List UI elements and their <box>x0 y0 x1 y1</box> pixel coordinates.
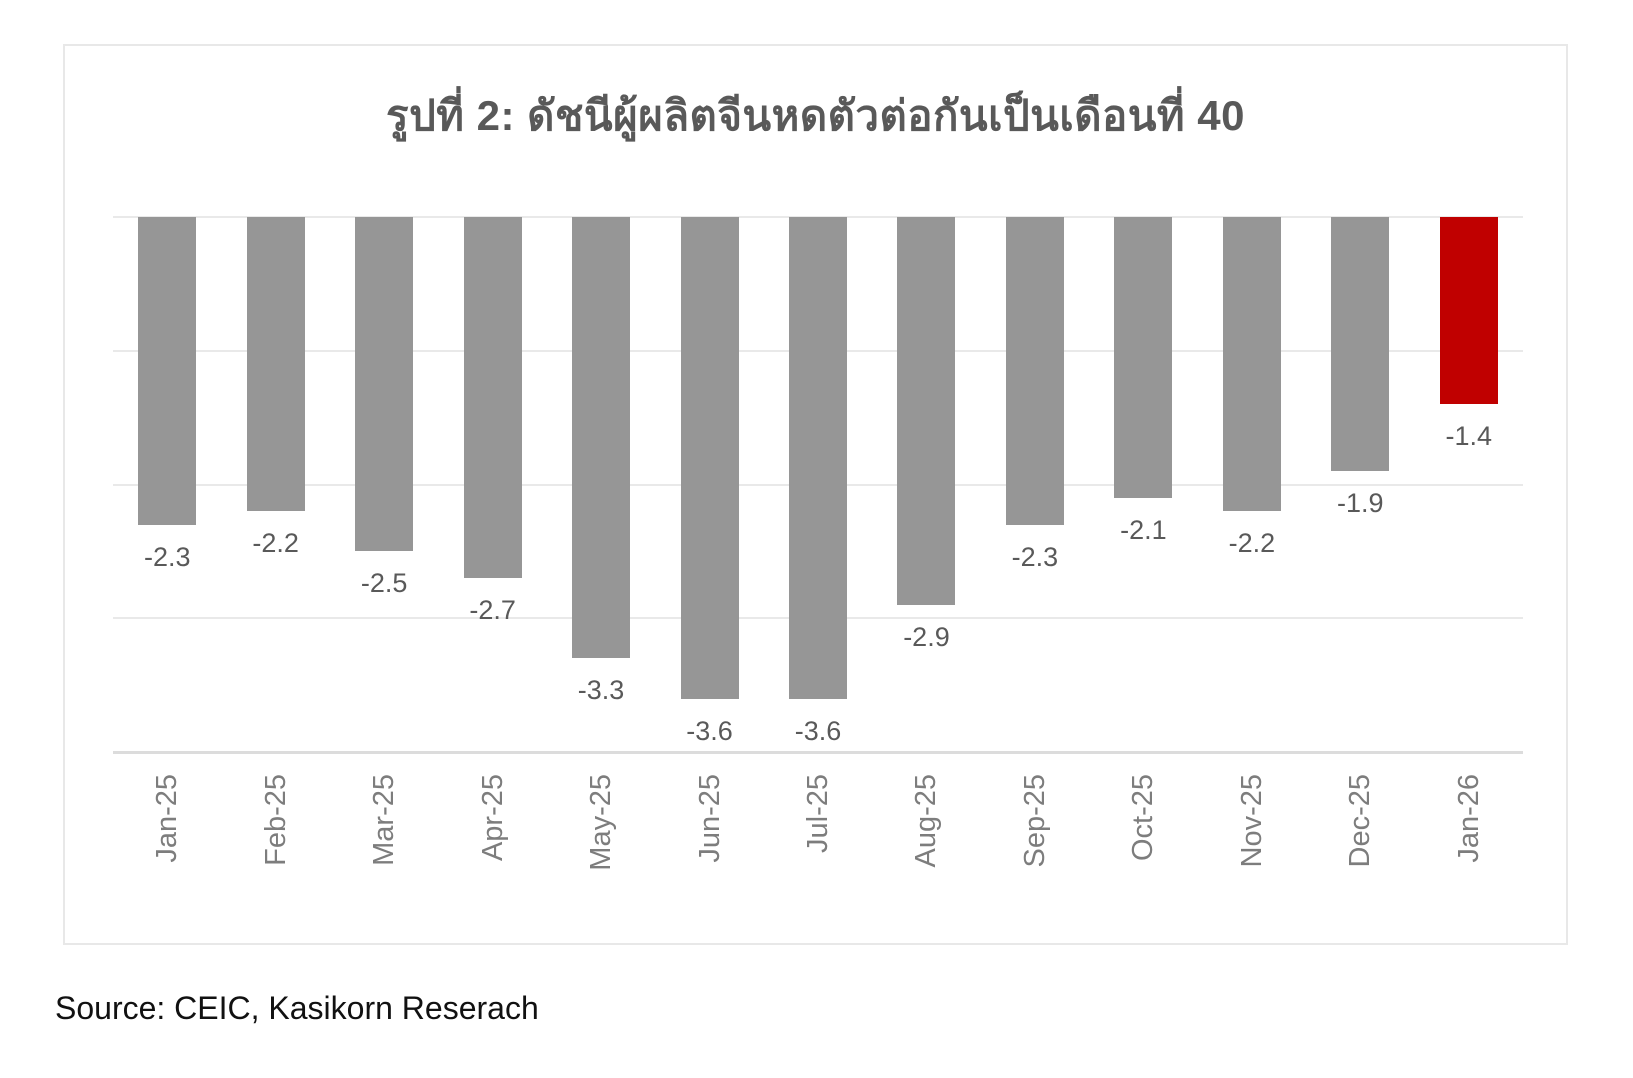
value-label-Aug-25: -2.9 <box>903 621 950 652</box>
value-label-Jan-26: -1.4 <box>1445 421 1493 452</box>
x-axis-label-Mar-25: Mar-25 <box>368 774 401 866</box>
bar-Oct-25 <box>1114 217 1173 498</box>
plot-area: -2.3 Jan-25 -2.2 Feb-25 -2.5 Mar-25 -2.7 Apr-25… <box>65 46 1566 943</box>
x-axis-label-Sep-25: Sep-25 <box>1018 774 1051 868</box>
value-label-Nov-25: -2.2 <box>1228 528 1276 559</box>
x-axis-label-Jun-25: Jun-25 <box>693 774 726 863</box>
value-label-Sep-25: -2.3 <box>1011 541 1059 572</box>
x-axis-label-Apr-25: Apr-25 <box>476 774 509 862</box>
bar-Jan-25 <box>138 217 197 525</box>
x-axis-label-May-25: May-25 <box>585 774 618 871</box>
value-label-May-25: -3.3 <box>577 675 625 706</box>
bar-Dec-25 <box>1331 217 1390 472</box>
x-axis-label-Aug-25: Aug-25 <box>910 774 943 868</box>
x-axis-label-Jan-26: Jan-26 <box>1452 774 1485 863</box>
x-axis-label-Dec-25: Dec-25 <box>1344 774 1377 868</box>
value-label-Dec-25: -1.9 <box>1337 488 1384 519</box>
bar-Jan-26 <box>1439 217 1498 405</box>
x-axis-line <box>113 751 1523 754</box>
x-axis-label-Jan-25: Jan-25 <box>151 774 184 863</box>
bar-Sep-25 <box>1005 217 1064 525</box>
bar-Jun-25 <box>680 217 739 699</box>
value-label-Jan-25: -2.3 <box>143 541 191 572</box>
bar-May-25 <box>572 217 631 659</box>
value-label-Feb-25: -2.2 <box>252 528 299 559</box>
value-label-Mar-25: -2.5 <box>360 568 408 599</box>
bar-Apr-25 <box>463 217 522 579</box>
bar-Feb-25 <box>246 217 305 512</box>
value-label-Jun-25: -3.6 <box>686 715 733 746</box>
x-axis-label-Oct-25: Oct-25 <box>1127 774 1160 862</box>
chart-panel: รูปที่ 2: ดัชนีผู้ผลิตจีนหดตัวต่อกันเป็น… <box>63 44 1568 945</box>
chart-title: รูปที่ 2: ดัชนีผู้ผลิตจีนหดตัวต่อกันเป็น… <box>386 91 1245 139</box>
value-label-Apr-25: -2.7 <box>469 595 516 626</box>
bar-Aug-25 <box>897 217 956 605</box>
bar-Nov-25 <box>1222 217 1281 512</box>
x-axis-label-Feb-25: Feb-25 <box>259 774 292 866</box>
bar-Mar-25 <box>355 217 414 552</box>
x-axis-label-Jul-25: Jul-25 <box>802 774 834 853</box>
bar-Jul-25 <box>789 217 847 699</box>
source-note: Source: CEIC, Kasikorn Reserach <box>55 990 539 1026</box>
value-label-Jul-25: -3.6 <box>794 715 842 746</box>
value-label-Oct-25: -2.1 <box>1120 514 1167 545</box>
x-axis-label-Nov-25: Nov-25 <box>1235 774 1268 868</box>
